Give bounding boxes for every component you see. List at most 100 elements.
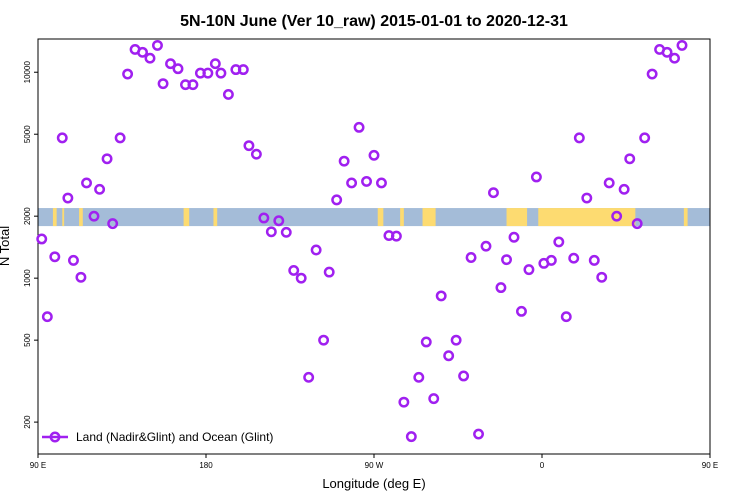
data-point (495, 282, 507, 294)
data-point (568, 252, 580, 264)
x-tick-label: 90 W (365, 461, 384, 470)
y-tick-label: 2000 (23, 207, 32, 225)
data-point (596, 271, 608, 283)
chart-title: 5N-10N June (Ver 10_raw) 2015-01-01 to 2… (180, 13, 568, 30)
data-point (465, 252, 477, 263)
land-segment (79, 208, 83, 227)
data-point (318, 334, 330, 346)
land-segment (506, 208, 528, 227)
data-point (310, 244, 322, 256)
data-point (553, 236, 565, 248)
data-point (545, 254, 557, 266)
data-point (114, 132, 126, 144)
data-point (405, 431, 417, 443)
data-point (68, 254, 79, 266)
data-point (646, 68, 658, 80)
data-point (639, 132, 651, 144)
y-axis-ticks: 200 500 1000 2000 5000 10000 (23, 61, 38, 429)
data-point (107, 218, 119, 230)
data-point (530, 171, 542, 183)
data-point (152, 39, 163, 51)
data-point (676, 39, 688, 51)
data-point (480, 240, 492, 252)
data-point (172, 63, 184, 75)
data-point (669, 52, 680, 64)
land-segment (683, 208, 688, 227)
legend-label: Land (Nadir&Glint) and Ocean (Glint) (76, 430, 273, 444)
data-point (560, 311, 572, 323)
x-tick-label: 90 E (702, 461, 718, 470)
data-point (137, 46, 148, 58)
data-point (323, 266, 335, 278)
data-point (144, 52, 156, 64)
data-point (573, 132, 585, 144)
data-point (376, 177, 387, 189)
data-point (420, 336, 432, 348)
land-segment (377, 208, 384, 227)
land-segment (213, 208, 218, 227)
x-tick-label: 90 E (30, 461, 46, 470)
data-point (157, 78, 169, 90)
data-points (36, 39, 688, 443)
data-point (187, 79, 199, 91)
data-point (258, 212, 270, 224)
data-point (331, 194, 343, 206)
data-point (501, 254, 512, 266)
land-segment (538, 208, 636, 227)
data-point (428, 393, 440, 405)
data-point (618, 183, 630, 195)
data-point (516, 305, 527, 317)
data-point (273, 215, 285, 227)
y-tick-label: 500 (23, 333, 32, 347)
data-point (361, 175, 372, 187)
data-point (265, 226, 277, 238)
data-point (488, 187, 499, 199)
data-point (94, 183, 106, 195)
data-point (338, 155, 350, 167)
data-point (611, 210, 623, 222)
data-point (473, 428, 484, 440)
data-point (303, 371, 315, 383)
data-point (508, 231, 520, 243)
land-segment (52, 208, 57, 227)
data-point (165, 58, 176, 70)
x-tick-label: 0 (540, 461, 545, 470)
land-segment (400, 208, 404, 227)
y-tick-label: 1000 (23, 269, 32, 287)
legend: Land (Nadir&Glint) and Ocean (Glint) (42, 430, 273, 444)
data-point (243, 140, 255, 152)
data-point (588, 254, 600, 266)
land-segment (62, 208, 65, 227)
y-tick-label: 10000 (23, 61, 32, 84)
data-point (603, 177, 615, 189)
x-axis-label: Longitude (deg E) (322, 476, 425, 491)
y-tick-label: 200 (23, 415, 32, 429)
data-point (122, 68, 134, 80)
data-point (390, 230, 402, 242)
data-point (49, 251, 61, 263)
data-point (295, 272, 307, 284)
data-point (398, 396, 410, 408)
data-point (443, 350, 455, 362)
data-point (280, 226, 292, 238)
data-point (581, 192, 593, 204)
data-point (523, 264, 535, 276)
data-point (62, 192, 74, 204)
data-point (222, 89, 234, 100)
data-point (81, 177, 92, 189)
data-point (661, 46, 673, 58)
data-point (624, 153, 636, 165)
data-point (458, 370, 470, 382)
data-point (101, 153, 113, 165)
y-axis-label: N Total (0, 226, 12, 266)
data-point (56, 132, 68, 144)
plot-frame (37, 38, 711, 455)
data-point (88, 210, 100, 222)
data-point (36, 233, 48, 245)
data-point (215, 67, 227, 79)
x-axis-ticks: 90 E 180 90 W 0 90 E (30, 454, 718, 470)
land-ocean-band (38, 208, 710, 227)
data-point (75, 271, 87, 283)
land-segment (422, 208, 436, 227)
